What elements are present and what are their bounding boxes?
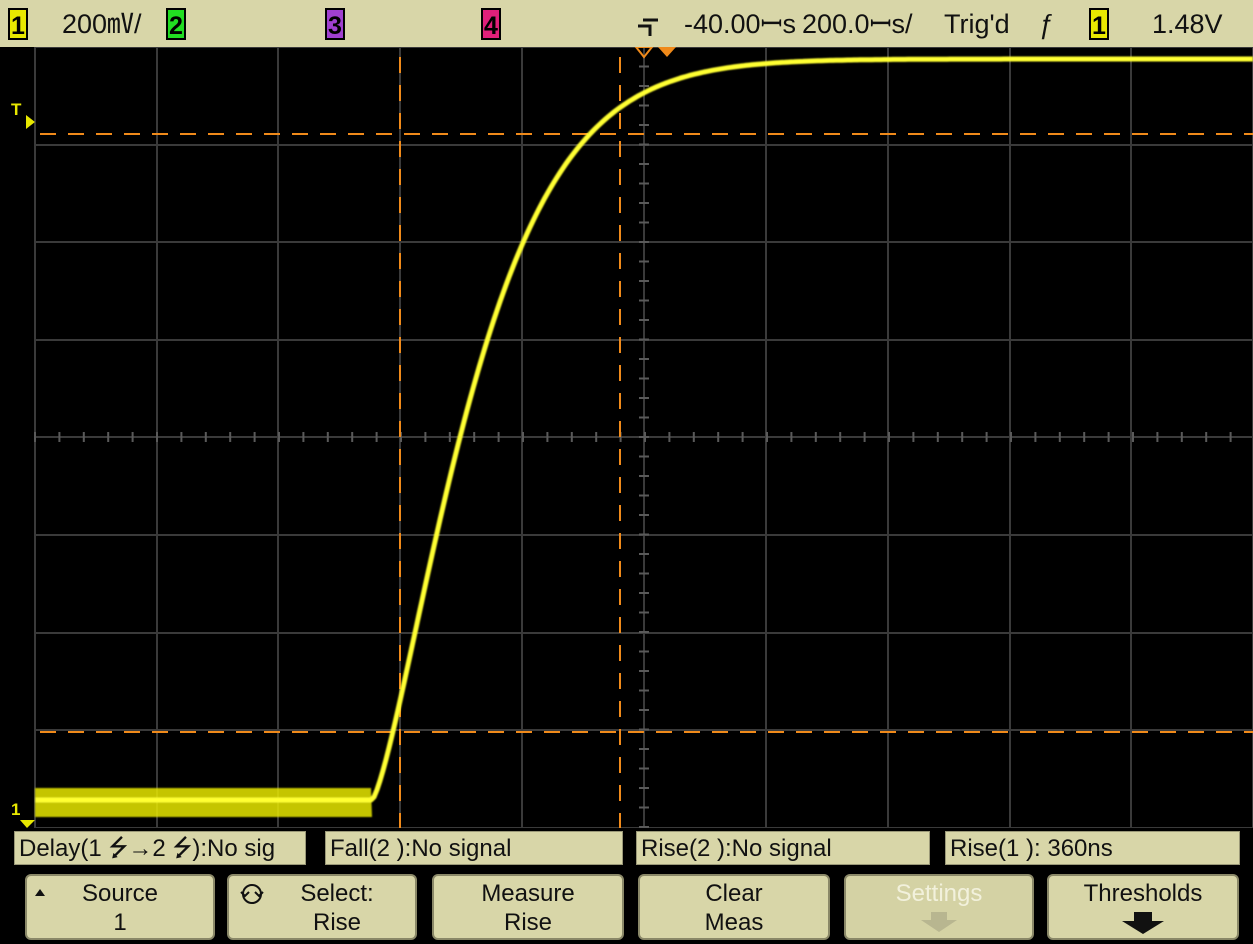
delay-marker xyxy=(658,47,676,57)
delay-readout[interactable]: -40.00ꟷs xyxy=(684,9,797,39)
ground-marker: 1 xyxy=(11,800,20,819)
measurement-delay: Delay(1 ⭍→2 ⭍):No sig xyxy=(14,831,306,865)
measure-label: Measure xyxy=(481,880,575,907)
trigger-status: Trig'd xyxy=(944,9,1010,39)
trigger-level[interactable]: 1.48V xyxy=(1152,9,1223,39)
trigger-source-indicator[interactable]: 1 xyxy=(1089,8,1109,40)
clear-meas-softkey[interactable]: Clear Meas xyxy=(638,874,830,940)
source-softkey[interactable]: Source 1 xyxy=(25,874,215,940)
softkey-bar: Source 1 Select: Rise Measure Rise Clear… xyxy=(0,868,1253,944)
channel-3-indicator[interactable]: 3 xyxy=(325,8,345,40)
measure-value: Rise xyxy=(503,909,552,936)
channel-1-scale: 200㎷/ xyxy=(62,9,142,39)
down-arrow-icon xyxy=(1122,912,1164,934)
select-label: Select: xyxy=(300,880,374,907)
thresholds-label: Thresholds xyxy=(1083,880,1203,907)
channel-1-waveform xyxy=(35,56,1253,817)
trigger-level-marker: T xyxy=(11,100,22,119)
source-value: 1 xyxy=(113,909,127,936)
channel-2-indicator[interactable]: 2 xyxy=(166,8,186,40)
trigger-position-icon xyxy=(638,18,658,36)
select-value: Rise xyxy=(312,909,361,936)
measure-rise-softkey[interactable]: Measure Rise xyxy=(432,874,624,940)
clear-label: Clear xyxy=(705,880,763,907)
down-arrow-icon xyxy=(921,912,957,932)
rising-edge-icon: ƒ xyxy=(1038,9,1054,39)
trigger-point-marker xyxy=(634,47,654,59)
select-softkey[interactable]: Select: Rise xyxy=(227,874,417,940)
settings-softkey: Settings xyxy=(844,874,1034,940)
clear-value: Meas xyxy=(704,909,764,936)
measurement-fall-2: Fall(2 ):No signal xyxy=(325,831,623,865)
measurement-bar: Delay(1 ⭍→2 ⭍):No sig Fall(2 ):No signal… xyxy=(0,828,1253,868)
channel-4-indicator[interactable]: 4 xyxy=(481,8,501,40)
settings-label: Settings xyxy=(895,880,983,907)
channel-1-indicator[interactable]: 1 xyxy=(8,8,28,40)
measurement-rise-1: Rise(1 ): 360ns xyxy=(945,831,1240,865)
measurement-rise-2: Rise(2 ):No signal xyxy=(636,831,930,865)
graticule: T 1 xyxy=(11,47,1253,828)
waveform-display[interactable]: T 1 xyxy=(0,47,1253,828)
source-label: Source xyxy=(81,880,159,907)
entry-knob-icon xyxy=(240,884,264,904)
up-arrow-icon xyxy=(35,889,45,896)
status-bar: 1 200㎷/ 2 3 4 -40.00ꟷs 200.0ꟷs/ Trig'd ƒ… xyxy=(0,0,1253,47)
thresholds-softkey[interactable]: Thresholds xyxy=(1047,874,1239,940)
timebase-readout[interactable]: 200.0ꟷs/ xyxy=(802,9,913,39)
